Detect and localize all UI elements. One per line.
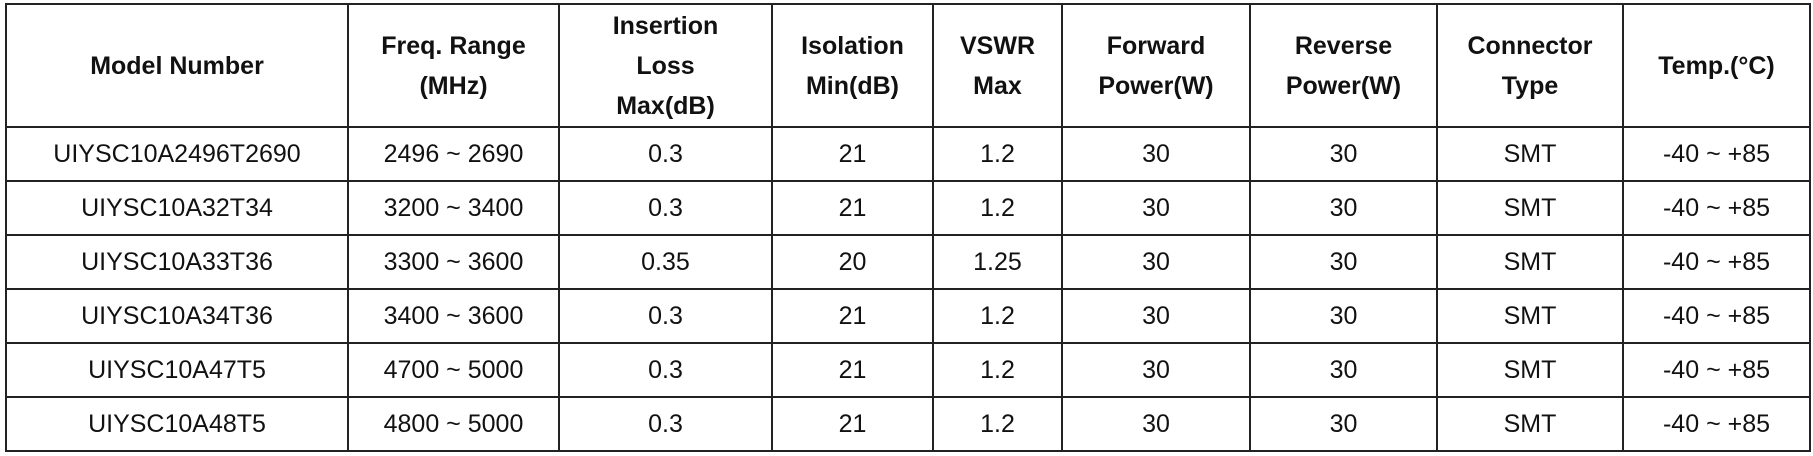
table-cell: SMT: [1436, 396, 1624, 452]
table-cell: 1.2: [932, 396, 1063, 452]
table-cell: 21: [771, 288, 934, 344]
table-cell: UIYSC10A47T5: [5, 342, 349, 398]
table-cell: 0.35: [558, 234, 773, 290]
table-row: UIYSC10A48T5 4800 ~ 5000 0.3 21 1.2 30 30 SMT -4…: [5, 396, 1811, 452]
table-cell: 1.2: [932, 126, 1063, 182]
table-cell: 0.3: [558, 342, 773, 398]
header-text: Power(W): [1098, 71, 1214, 100]
header-cell: Insertion Loss Max(dB): [558, 3, 773, 128]
table-cell: 30: [1249, 234, 1438, 290]
table-body: UIYSC10A2496T2690 2496 ~ 2690 0.3 21 1.2 30 30…: [5, 126, 1811, 452]
table-cell: 1.2: [932, 180, 1063, 236]
table-row: UIYSC10A34T36 3400 ~ 3600 0.3 21 1.2 30 30 SMT -…: [5, 288, 1811, 344]
table-cell: 0.3: [558, 126, 773, 182]
table-row: UIYSC10A33T36 3300 ~ 3600 0.35 20 1.25 30 30 SM…: [5, 234, 1811, 290]
header-text: Model Number: [90, 51, 264, 80]
table-row: UIYSC10A47T5 4700 ~ 5000 0.3 21 1.2 30 30 SMT -4…: [5, 342, 1811, 398]
table-cell: -40 ~ +85: [1622, 126, 1811, 182]
header-cell: Forward Power(W): [1061, 3, 1251, 128]
header-text: Loss: [636, 51, 695, 80]
header-text: Isolation: [801, 31, 904, 60]
header-row: Model Number Freq. Range (MHz) Insertion Los…: [5, 3, 1811, 128]
header-text: Max(dB): [616, 91, 715, 120]
header-text: Max: [973, 71, 1022, 100]
header-cell: Connector Type: [1436, 3, 1624, 128]
table-cell: 30: [1061, 126, 1251, 182]
table-cell: 1.25: [932, 234, 1063, 290]
table-row: UIYSC10A2496T2690 2496 ~ 2690 0.3 21 1.2 30 30…: [5, 126, 1811, 182]
header-text: Type: [1501, 71, 1559, 100]
header-cell: Model Number: [5, 3, 349, 128]
header-text: Freq. Range: [381, 31, 526, 60]
table-cell: SMT: [1436, 288, 1624, 344]
table-row: UIYSC10A32T34 3200 ~ 3400 0.3 21 1.2 30 30 SMT -…: [5, 180, 1811, 236]
table-cell: UIYSC10A33T36: [5, 234, 349, 290]
table-cell: 30: [1249, 342, 1438, 398]
header-text: Temp.(°C): [1658, 51, 1775, 80]
header-cell: Isolation Min(dB): [771, 3, 934, 128]
header-text: Connector: [1467, 31, 1593, 60]
table-cell: -40 ~ +85: [1622, 342, 1811, 398]
header-text: Min(dB): [805, 71, 900, 100]
table-cell: -40 ~ +85: [1622, 288, 1811, 344]
spec-table: Model Number Freq. Range (MHz) Insertion Los…: [5, 3, 1811, 452]
header-cell: Temp.(°C): [1622, 3, 1811, 128]
table-cell: 1.2: [932, 288, 1063, 344]
table-cell: 3200 ~ 3400: [347, 180, 560, 236]
table-cell: 21: [771, 342, 934, 398]
table-cell: SMT: [1436, 234, 1624, 290]
table-cell: 30: [1061, 180, 1251, 236]
table-cell: 3300 ~ 3600: [347, 234, 560, 290]
table-cell: 1.2: [932, 342, 1063, 398]
header-text: Forward: [1106, 31, 1206, 60]
table-cell: -40 ~ +85: [1622, 396, 1811, 452]
table-cell: 0.3: [558, 180, 773, 236]
header-text: Reverse: [1294, 31, 1393, 60]
header-text: VSWR: [960, 31, 1035, 60]
table-cell: 30: [1249, 180, 1438, 236]
header-text: (MHz): [419, 71, 488, 100]
table-cell: 30: [1249, 126, 1438, 182]
table-cell: -40 ~ +85: [1622, 234, 1811, 290]
table-cell: 30: [1061, 342, 1251, 398]
header-cell: VSWR Max: [932, 3, 1063, 128]
table-cell: 3400 ~ 3600: [347, 288, 560, 344]
table-cell: -40 ~ +85: [1622, 180, 1811, 236]
table-cell: 0.3: [558, 288, 773, 344]
table-cell: SMT: [1436, 180, 1624, 236]
table-cell: 30: [1061, 234, 1251, 290]
table-cell: UIYSC10A32T34: [5, 180, 349, 236]
table-cell: UIYSC10A34T36: [5, 288, 349, 344]
table-cell: UIYSC10A48T5: [5, 396, 349, 452]
table-cell: 4800 ~ 5000: [347, 396, 560, 452]
table-cell: 30: [1249, 396, 1438, 452]
table-cell: 30: [1249, 288, 1438, 344]
table-cell: 30: [1061, 396, 1251, 452]
table-cell: 30: [1061, 288, 1251, 344]
table-cell: 20: [771, 234, 934, 290]
table-cell: 2496 ~ 2690: [347, 126, 560, 182]
header-cell: Freq. Range (MHz): [347, 3, 560, 128]
table-cell: SMT: [1436, 126, 1624, 182]
table-cell: 0.3: [558, 396, 773, 452]
table-cell: 21: [771, 180, 934, 236]
header-text: Insertion: [612, 11, 719, 40]
table-cell: 4700 ~ 5000: [347, 342, 560, 398]
table-cell: 21: [771, 126, 934, 182]
table-cell: 21: [771, 396, 934, 452]
table-cell: UIYSC10A2496T2690: [5, 126, 349, 182]
table-cell: SMT: [1436, 342, 1624, 398]
header-cell: Reverse Power(W): [1249, 3, 1438, 128]
header-text: Power(W): [1285, 71, 1402, 100]
